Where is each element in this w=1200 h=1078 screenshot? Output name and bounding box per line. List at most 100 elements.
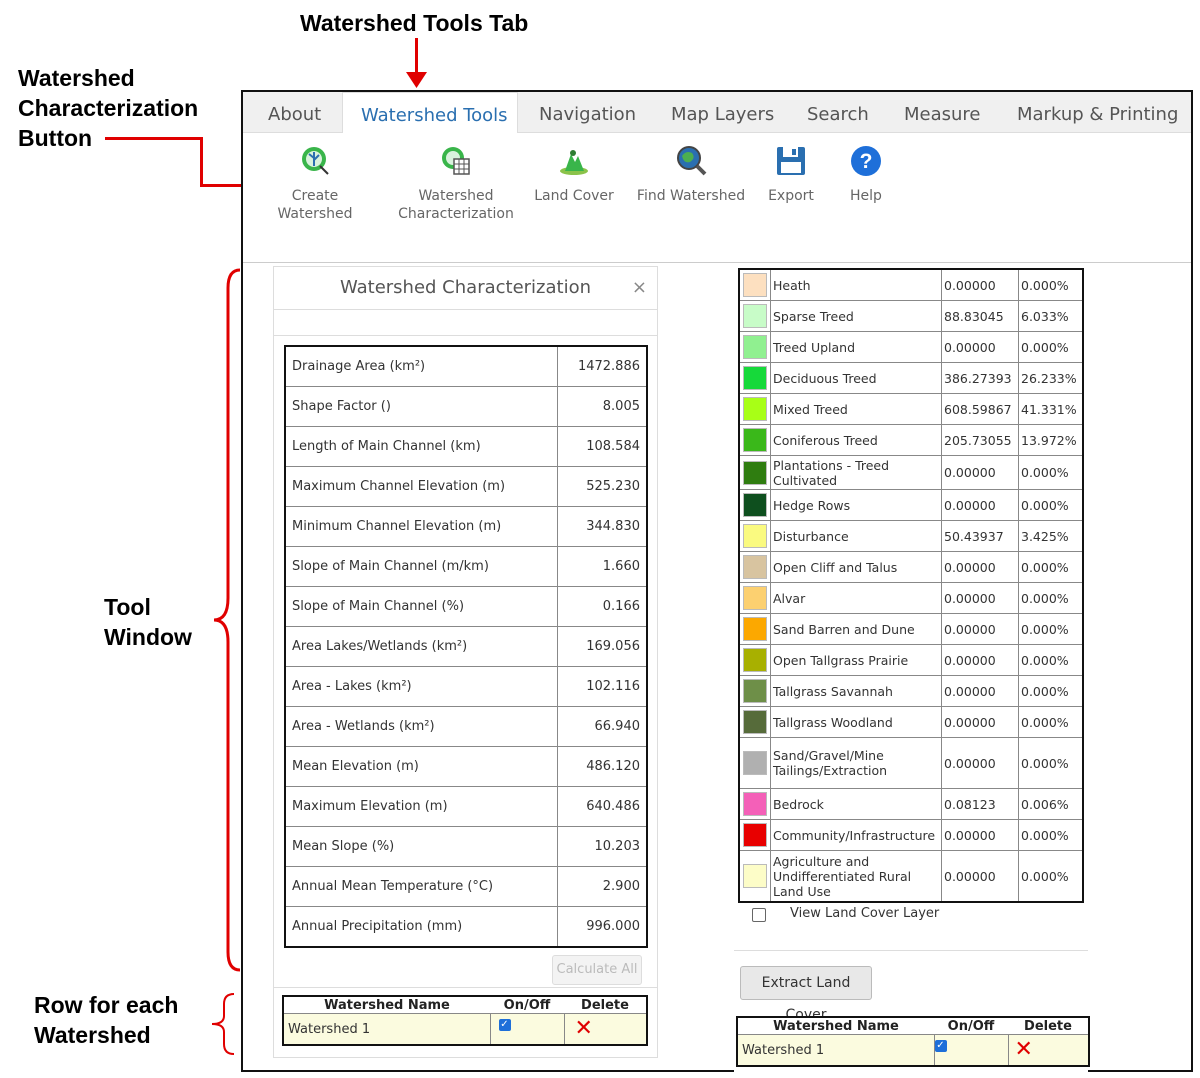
view-land-cover-row: View Land Cover Layer (734, 888, 1088, 951)
land-cover-percent: 0.000% (1018, 850, 1083, 902)
land-cover-name: Community/Infrastructure (770, 819, 942, 851)
annotation-arrow-line (200, 137, 203, 186)
table-row: Mean Slope (%) 10.203 (285, 826, 647, 867)
help-button[interactable]: ? Help (839, 144, 893, 205)
create-watershed-label: Create (291, 188, 339, 204)
table-row: Alvar 0.00000 0.000% (739, 582, 1083, 614)
tab-map-layers[interactable]: Map Layers (671, 104, 775, 125)
land-cover-name: Coniferous Treed (770, 424, 942, 456)
help-icon: ? (851, 146, 881, 176)
calculate-all-button[interactable]: Calculate All (552, 955, 642, 985)
characteristic-label: Annual Mean Temperature (°C) (285, 866, 558, 907)
land-cover-percent: 26.233% (1018, 362, 1083, 394)
land-cover-percent: 0.000% (1018, 706, 1083, 738)
on-off-checkbox[interactable]: ✓ (498, 1019, 511, 1031)
find-watershed-button[interactable]: Find Watershed (635, 144, 747, 205)
characteristic-value: 344.830 (557, 506, 647, 547)
land-cover-area: 608.59867 (941, 393, 1019, 425)
col-watershed-name: Watershed Name (283, 996, 490, 1014)
characteristic-label: Maximum Elevation (m) (285, 786, 558, 827)
characteristic-label: Slope of Main Channel (m/km) (285, 546, 558, 587)
delete-icon[interactable]: ✕ (574, 1016, 593, 1041)
color-swatch (743, 304, 767, 328)
land-cover-area: 0.00000 (941, 582, 1019, 614)
land-cover-percent: 0.000% (1018, 489, 1083, 521)
table-row: Agriculture and Undifferentiated Rural L… (739, 850, 1083, 902)
table-row: Sand Barren and Dune 0.00000 0.000% (739, 613, 1083, 645)
col-watershed-name: Watershed Name (737, 1017, 934, 1035)
extract-land-cover-button[interactable]: Extract Land Cover (740, 966, 872, 1023)
annotation-row-each: Row for each Watershed (34, 992, 179, 1048)
land-cover-percent: 0.000% (1018, 551, 1083, 583)
on-off-checkbox[interactable]: ✓ (934, 1040, 947, 1052)
land-cover-name: Sand Barren and Dune (770, 613, 942, 645)
find-watershed-label: Find Watershed (636, 188, 746, 204)
toolbar-divider (243, 262, 1191, 263)
land-cover-area: 0.00000 (941, 455, 1019, 490)
tab-measure[interactable]: Measure (904, 104, 981, 125)
tab-about[interactable]: About (268, 104, 322, 125)
color-swatch (743, 493, 767, 517)
table-row: Annual Mean Temperature (°C) 2.900 (285, 866, 647, 907)
color-swatch (743, 792, 767, 816)
table-row: Tallgrass Savannah 0.00000 0.000% (739, 675, 1083, 707)
tab-search[interactable]: Search (807, 104, 869, 125)
land-cover-button[interactable]: Land Cover (529, 144, 619, 205)
table-row: Watershed 1 ✓ ✕ (737, 1034, 1089, 1066)
close-icon[interactable]: × (631, 277, 647, 298)
land-cover-name: Open Cliff and Talus (770, 551, 942, 583)
land-cover-name: Treed Upland (770, 331, 942, 363)
characteristic-label: Maximum Channel Elevation (m) (285, 466, 558, 507)
characteristic-label: Area - Lakes (km²) (285, 666, 558, 707)
annotation-arrow-line (415, 38, 418, 76)
characteristic-value: 525.230 (557, 466, 647, 507)
watershed-name: Watershed 1 (288, 1021, 371, 1037)
watershed-list-table: Watershed Name On/Off Delete Watershed 1… (282, 995, 648, 1046)
app-window: About Watershed Tools Navigation Map Lay… (241, 90, 1193, 1074)
land-cover-area: 0.00000 (941, 819, 1019, 851)
characteristic-value: 108.584 (557, 426, 647, 467)
land-cover-name: Bedrock (770, 788, 942, 820)
land-cover-percent: 0.000% (1018, 819, 1083, 851)
color-swatch (743, 428, 767, 452)
color-swatch (743, 751, 767, 775)
characteristic-value: 1472.886 (557, 346, 647, 387)
land-cover-area: 205.73055 (941, 424, 1019, 456)
col-on-off: On/Off (490, 996, 564, 1014)
land-cover-area: 0.08123 (941, 788, 1019, 820)
view-land-cover-checkbox[interactable] (752, 908, 766, 922)
annotation-brace (211, 993, 235, 1055)
land-cover-percent: 41.331% (1018, 393, 1083, 425)
table-row: Area Lakes/Wetlands (km²) 169.056 (285, 626, 647, 667)
table-row: Maximum Elevation (m) 640.486 (285, 786, 647, 827)
characteristic-value: 0.166 (557, 586, 647, 627)
col-delete: Delete (564, 996, 647, 1014)
create-watershed-button[interactable]: Create Watershed (265, 144, 365, 223)
characteristic-label: Length of Main Channel (km) (285, 426, 558, 467)
color-swatch (743, 823, 767, 847)
tab-navigation[interactable]: Navigation (539, 104, 637, 125)
land-cover-name: Alvar (770, 582, 942, 614)
table-row: Drainage Area (km²) 1472.886 (285, 346, 647, 387)
land-cover-percent: 0.000% (1018, 582, 1083, 614)
tab-watershed-tools[interactable]: Watershed Tools (342, 92, 518, 133)
table-row: Open Cliff and Talus 0.00000 0.000% (739, 551, 1083, 583)
table-row: Area - Wetlands (km²) 66.940 (285, 706, 647, 747)
annotation-arrow-line (105, 137, 202, 140)
delete-icon[interactable]: ✕ (1014, 1037, 1033, 1062)
land-cover-area: 0.00000 (941, 675, 1019, 707)
annotation-brace (213, 268, 241, 972)
export-button[interactable]: Export (759, 144, 823, 205)
land-cover-area: 0.00000 (941, 644, 1019, 676)
land-cover-percent: 0.000% (1018, 644, 1083, 676)
characterization-label: Watershed (418, 188, 494, 204)
characteristic-value: 10.203 (557, 826, 647, 867)
watershed-characterization-button[interactable]: Watershed Characterization (398, 144, 514, 223)
characteristic-value: 1.660 (557, 546, 647, 587)
color-swatch (743, 617, 767, 641)
table-row: Watershed 1 ✓ ✕ (283, 1013, 647, 1045)
characteristic-label: Mean Elevation (m) (285, 746, 558, 787)
characteristic-value: 2.900 (557, 866, 647, 907)
tab-markup-printing[interactable]: Markup & Printing (1017, 104, 1179, 125)
table-row: Hedge Rows 0.00000 0.000% (739, 489, 1083, 521)
